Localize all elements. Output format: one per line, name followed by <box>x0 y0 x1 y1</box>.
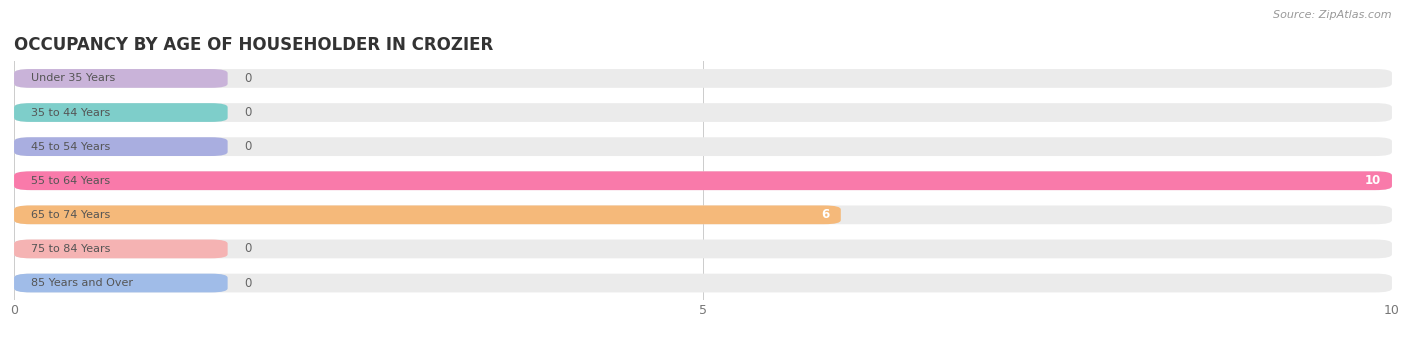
Text: 0: 0 <box>245 277 252 290</box>
Text: OCCUPANCY BY AGE OF HOUSEHOLDER IN CROZIER: OCCUPANCY BY AGE OF HOUSEHOLDER IN CROZI… <box>14 36 494 54</box>
FancyBboxPatch shape <box>14 137 1392 156</box>
Text: 75 to 84 Years: 75 to 84 Years <box>31 244 110 254</box>
FancyBboxPatch shape <box>14 172 1392 190</box>
Text: 0: 0 <box>245 72 252 85</box>
FancyBboxPatch shape <box>14 205 1392 224</box>
FancyBboxPatch shape <box>14 273 1392 292</box>
FancyBboxPatch shape <box>14 103 1392 122</box>
Text: 0: 0 <box>245 140 252 153</box>
FancyBboxPatch shape <box>14 137 228 156</box>
Text: 6: 6 <box>821 208 830 221</box>
Text: 0: 0 <box>245 106 252 119</box>
FancyBboxPatch shape <box>14 239 1392 258</box>
FancyBboxPatch shape <box>14 205 841 224</box>
Text: 0: 0 <box>245 242 252 255</box>
Text: 65 to 74 Years: 65 to 74 Years <box>31 210 110 220</box>
Text: 45 to 54 Years: 45 to 54 Years <box>31 142 110 152</box>
Text: 10: 10 <box>1365 174 1381 187</box>
Text: 35 to 44 Years: 35 to 44 Years <box>31 107 110 118</box>
FancyBboxPatch shape <box>14 239 228 258</box>
FancyBboxPatch shape <box>14 69 1392 88</box>
Text: Under 35 Years: Under 35 Years <box>31 73 115 84</box>
FancyBboxPatch shape <box>14 103 228 122</box>
Text: 55 to 64 Years: 55 to 64 Years <box>31 176 110 186</box>
FancyBboxPatch shape <box>14 273 228 292</box>
Text: Source: ZipAtlas.com: Source: ZipAtlas.com <box>1274 10 1392 20</box>
FancyBboxPatch shape <box>14 172 1392 190</box>
Text: 85 Years and Over: 85 Years and Over <box>31 278 132 288</box>
FancyBboxPatch shape <box>14 69 228 88</box>
